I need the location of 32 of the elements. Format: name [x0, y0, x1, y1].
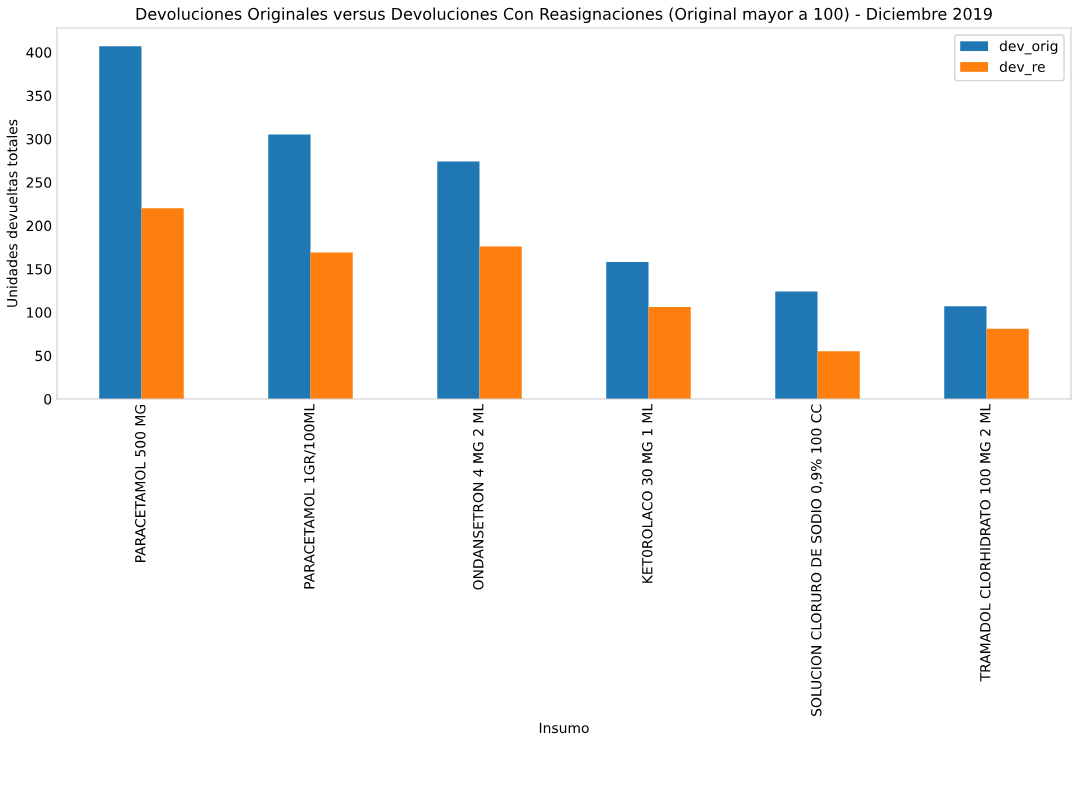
bar: [99, 46, 142, 399]
y-tick-label: 50: [35, 350, 52, 362]
y-tick-label: 100: [27, 307, 52, 318]
x-tick-label: TRAMADOL CLORHIDRATO 100 MG 2 ML: [980, 403, 991, 682]
x-tick-label: PARACETAMOL 1GR/100ML: [304, 403, 316, 589]
y-tick-label: 250: [26, 177, 52, 188]
bar: [268, 134, 311, 399]
bar: [817, 351, 860, 399]
legend-label: dev_orig: [999, 40, 1058, 55]
y-axis-title: Unidades devueltas totales: [6, 119, 18, 307]
bar: [310, 252, 353, 399]
bar: [944, 306, 987, 399]
y-tick-label: 400: [26, 47, 52, 58]
y-tick-label: 0: [44, 393, 52, 405]
bar: [986, 328, 1029, 399]
y-tick-label: 150: [27, 263, 52, 275]
bar: [606, 262, 649, 399]
x-tick-label: ONDANSETRON 4 MG 2 ML: [473, 403, 484, 590]
bar: [648, 307, 691, 399]
y-tick-label: 300: [26, 133, 52, 145]
x-axis-title: Insumo: [539, 722, 589, 734]
bar: [141, 208, 184, 399]
bar: [437, 161, 480, 399]
y-tick-label: 350: [26, 90, 52, 102]
x-tick-label: KET0ROLACO 30 MG 1 ML: [642, 403, 653, 583]
chart-title: Devoluciones Originales versus Devoluciones Con Reasignaciones (Original mayor a 100) - Diciembre 2019: [136, 7, 992, 23]
y-tick-label: 200: [26, 220, 52, 232]
bar: [479, 246, 522, 399]
legend-label: dev_re: [999, 61, 1045, 76]
x-tick-label: PARACETAMOL 500 MG: [135, 405, 146, 562]
bar: [775, 291, 818, 399]
x-tick-label: SOLUCION CLORURO DE SODIO 0,9% 100 CC: [811, 404, 823, 716]
